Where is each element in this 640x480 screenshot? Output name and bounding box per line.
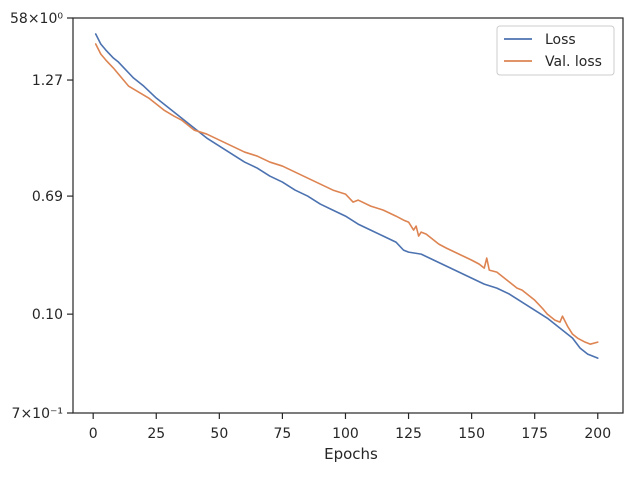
x-tick-label: 50 <box>210 426 228 442</box>
legend-entry: Val. loss <box>545 54 602 70</box>
y-tick-label: 7×10⁻¹ <box>12 406 63 422</box>
x-tick-label: 75 <box>273 426 291 442</box>
y-tick-label: 0.69 <box>32 189 63 205</box>
x-tick-label: 175 <box>521 426 548 442</box>
x-tick-label: 100 <box>332 426 359 442</box>
x-tick-label: 150 <box>458 426 485 442</box>
x-axis-ticks: 0 25 50 75 100 125 150 175 200 <box>89 413 611 442</box>
plot-frame <box>72 17 624 414</box>
series-line-loss <box>94 33 599 359</box>
axes-frame <box>72 17 624 414</box>
y-axis-ticks: 7×10⁻¹ 0.10 0.69 1.27 58×10⁰ <box>10 11 73 422</box>
x-tick-label: 0 <box>89 426 98 442</box>
y-tick-label: 0.10 <box>32 307 63 323</box>
series-line-val-loss <box>94 43 599 345</box>
y-tick-label: 58×10⁰ <box>10 11 63 27</box>
x-tick-label: 200 <box>584 426 611 442</box>
x-axis-label: Epochs <box>324 445 378 463</box>
legend-entry: Loss <box>545 32 576 48</box>
x-tick-label: 125 <box>395 426 422 442</box>
y-tick-label: 1.27 <box>32 73 63 89</box>
legend: Loss Val. loss <box>496 25 615 76</box>
series-lines <box>94 33 599 359</box>
x-tick-label: 25 <box>147 426 165 442</box>
